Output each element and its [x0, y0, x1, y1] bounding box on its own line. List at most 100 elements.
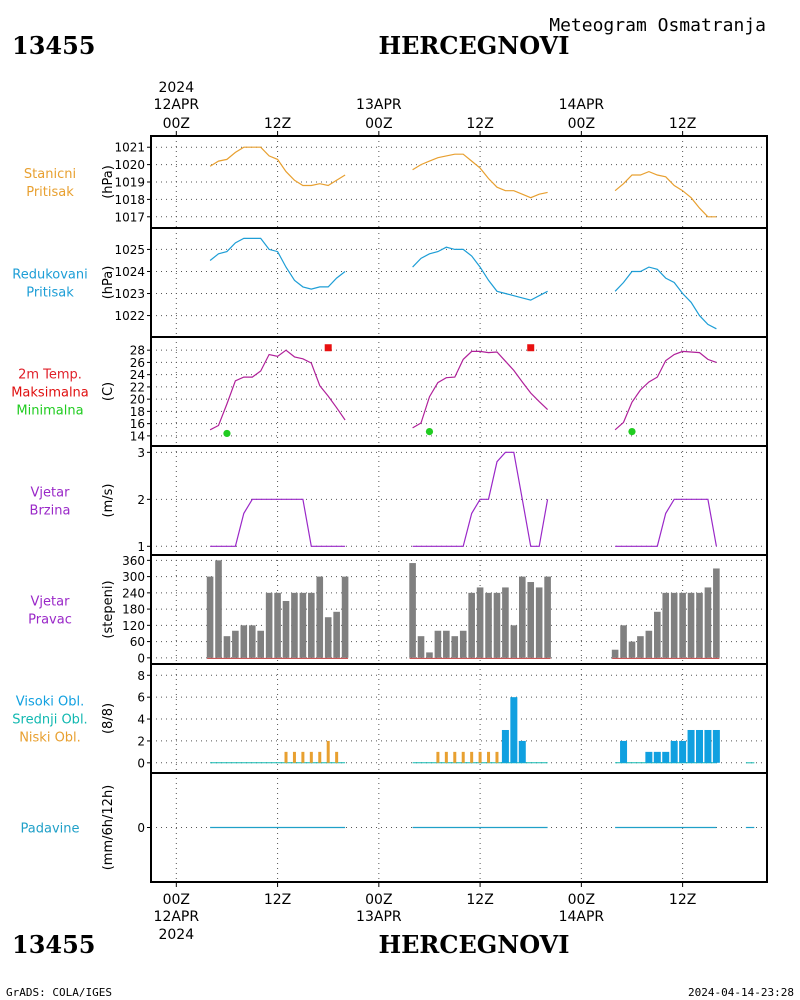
cloud-low-bar: [444, 751, 448, 763]
wind-dir-bar: [696, 592, 703, 658]
cloud-high-bar: [620, 740, 628, 763]
y-tick-label: 60: [130, 635, 145, 649]
y-tick-label: 6: [137, 691, 145, 705]
y-tick-label: 1024: [114, 265, 145, 279]
render-timestamp: 2024-04-14-23:28: [688, 986, 794, 999]
hour-label-top: 12Z: [264, 116, 291, 132]
cloud-high-bar: [704, 729, 712, 763]
cloud-high-bar: [653, 751, 661, 763]
hour-label-top: 12Z: [466, 116, 493, 132]
vjetar_brzina-line: [210, 498, 346, 547]
y-tick-label: 1022: [114, 309, 145, 323]
wind-dir-bar: [544, 576, 551, 658]
hour-label-bottom: 00Z: [163, 892, 190, 908]
station-name-bottom: HERCEGNOVI: [378, 930, 569, 959]
cloud-high-bar: [645, 751, 653, 763]
y-tick-label: 1: [137, 540, 145, 554]
cloud-low-bar: [335, 751, 339, 763]
hour-label-top: 00Z: [365, 116, 392, 132]
wind-dir-bar: [645, 630, 653, 658]
wind-dir-bar: [248, 625, 256, 658]
station-id-top: 13455: [12, 31, 96, 60]
wind-dir-bar: [409, 563, 416, 658]
panel-label: Visoki Obl.: [16, 695, 84, 710]
panel-label: Niski Obl.: [19, 731, 81, 746]
y-tick-label: 1025: [114, 243, 145, 257]
panel-label: Pravac: [28, 613, 72, 628]
y-tick-label: 28: [130, 344, 145, 358]
panel-label: Vjetar: [31, 595, 71, 610]
hour-label-bottom: 12Z: [264, 892, 291, 908]
wind-dir-bar: [670, 592, 678, 658]
y-tick-label: 1023: [114, 287, 145, 301]
wind-dir-bar: [510, 625, 518, 658]
wind-dir-bar: [341, 576, 349, 658]
y-tick-label: 26: [130, 356, 145, 370]
cloud-high-bar: [712, 729, 720, 763]
wind-dir-bar: [223, 636, 231, 658]
wind-dir-bar: [485, 592, 492, 658]
panel-label: Stanicni: [24, 167, 76, 182]
cloud-low-bar: [495, 751, 499, 763]
cloud-low-bar: [470, 751, 474, 763]
y-tick-label: 0: [137, 651, 145, 665]
wind-dir-bar: [333, 611, 340, 658]
y-tick-label: 180: [122, 603, 145, 617]
wind-dir-bar: [316, 576, 324, 658]
y-tick-label: 8: [137, 669, 145, 683]
y-tick-label: 0: [137, 821, 145, 835]
vjetar_brzina-line: [615, 498, 717, 547]
wind-dir-bar: [282, 600, 290, 658]
wind-dir-bar: [628, 641, 636, 658]
panel-label: Minimalna: [16, 404, 83, 419]
day-label-bottom: 12APR: [154, 909, 200, 925]
cloud-low-bar: [318, 751, 322, 763]
temperatura-line: [209, 349, 346, 431]
wind-dir-bar: [654, 611, 661, 658]
day-label-bottom: 14APR: [559, 909, 605, 925]
product-title: Meteogram Osmatranja: [549, 15, 766, 36]
wind-dir-bar: [502, 587, 509, 658]
cloud-low-bar: [453, 751, 457, 763]
cloud-high-bar: [501, 729, 509, 763]
wind-dir-bar: [299, 592, 307, 658]
station-name-top: HERCEGNOVI: [378, 31, 569, 60]
wind-dir-bar: [443, 630, 450, 658]
wind-dir-bar: [679, 592, 686, 658]
cloud-low-bar: [326, 740, 330, 763]
y-tick-label: 1017: [114, 210, 145, 224]
panel-frame: [150, 772, 768, 883]
cloud-low-bar: [436, 751, 440, 763]
tmin-marker: [425, 427, 434, 436]
y-tick-label: 3: [137, 446, 145, 460]
y-tick-label: 16: [130, 417, 145, 431]
cloud-low-bar: [461, 751, 465, 763]
panel-frame: [150, 336, 768, 447]
day-label-top: 14APR: [559, 97, 605, 113]
tmin-marker: [628, 427, 636, 436]
y-axis-label: (mm/6h/12h): [101, 785, 116, 871]
y-axis-label: (C): [101, 382, 116, 401]
y-tick-label: 4: [137, 713, 145, 727]
wind-dir-bar: [518, 576, 526, 658]
y-tick-label: 300: [122, 570, 145, 584]
wind-dir-bar: [308, 592, 315, 658]
cloud-low-bar: [284, 751, 288, 763]
y-tick-label: 2: [137, 493, 145, 507]
y-tick-label: 360: [122, 554, 145, 568]
wind-dir-bar: [704, 587, 712, 658]
cloud-low-bar: [478, 751, 482, 763]
y-tick-label: 1019: [114, 176, 145, 190]
temperatura-line: [614, 350, 717, 431]
wind-dir-bar: [687, 592, 695, 658]
y-tick-label: 18: [130, 405, 145, 419]
redukovani-line: [412, 246, 548, 301]
hour-label-top: 12Z: [669, 116, 696, 132]
y-axis-label: (8/8): [101, 703, 116, 734]
wind-dir-bar: [620, 625, 627, 658]
wind-dir-bar: [426, 652, 433, 658]
y-tick-label: 20: [130, 393, 145, 407]
cloud-high-bar: [518, 740, 526, 763]
hour-label-bottom: 00Z: [365, 892, 392, 908]
